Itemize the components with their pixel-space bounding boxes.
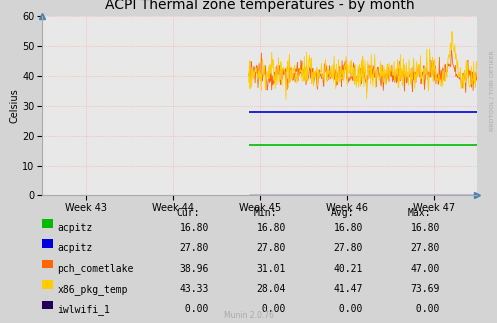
Text: 27.80: 27.80 (333, 243, 363, 253)
Text: 0.00: 0.00 (179, 304, 209, 314)
Text: 16.80: 16.80 (256, 223, 286, 233)
Text: 43.33: 43.33 (179, 284, 209, 294)
Text: RRDTOOL / TOBI OETIKER: RRDTOOL / TOBI OETIKER (490, 50, 495, 131)
Text: 0.00: 0.00 (256, 304, 286, 314)
Text: 38.96: 38.96 (179, 264, 209, 274)
Text: Munin 2.0.76: Munin 2.0.76 (224, 311, 273, 320)
Title: ACPI Thermal zone temperatures - by month: ACPI Thermal zone temperatures - by mont… (105, 0, 414, 12)
Text: 41.47: 41.47 (333, 284, 363, 294)
Text: 27.80: 27.80 (411, 243, 440, 253)
Text: 47.00: 47.00 (411, 264, 440, 274)
Text: 16.80: 16.80 (333, 223, 363, 233)
Text: Cur:: Cur: (176, 208, 200, 218)
Text: Max:: Max: (408, 208, 431, 218)
Text: 40.21: 40.21 (333, 264, 363, 274)
Text: 16.80: 16.80 (179, 223, 209, 233)
Text: Min:: Min: (253, 208, 277, 218)
Text: 73.69: 73.69 (411, 284, 440, 294)
Text: 27.80: 27.80 (179, 243, 209, 253)
Text: acpitz: acpitz (57, 223, 92, 233)
Text: iwlwifi_1: iwlwifi_1 (57, 304, 110, 315)
Y-axis label: Celsius: Celsius (9, 89, 19, 123)
Text: acpitz: acpitz (57, 243, 92, 253)
Text: 27.80: 27.80 (256, 243, 286, 253)
Text: x86_pkg_temp: x86_pkg_temp (57, 284, 128, 295)
Text: pch_cometlake: pch_cometlake (57, 264, 134, 275)
Text: 28.04: 28.04 (256, 284, 286, 294)
Text: 16.80: 16.80 (411, 223, 440, 233)
Text: 31.01: 31.01 (256, 264, 286, 274)
Text: Avg:: Avg: (331, 208, 354, 218)
Text: 0.00: 0.00 (333, 304, 363, 314)
Text: 0.00: 0.00 (411, 304, 440, 314)
